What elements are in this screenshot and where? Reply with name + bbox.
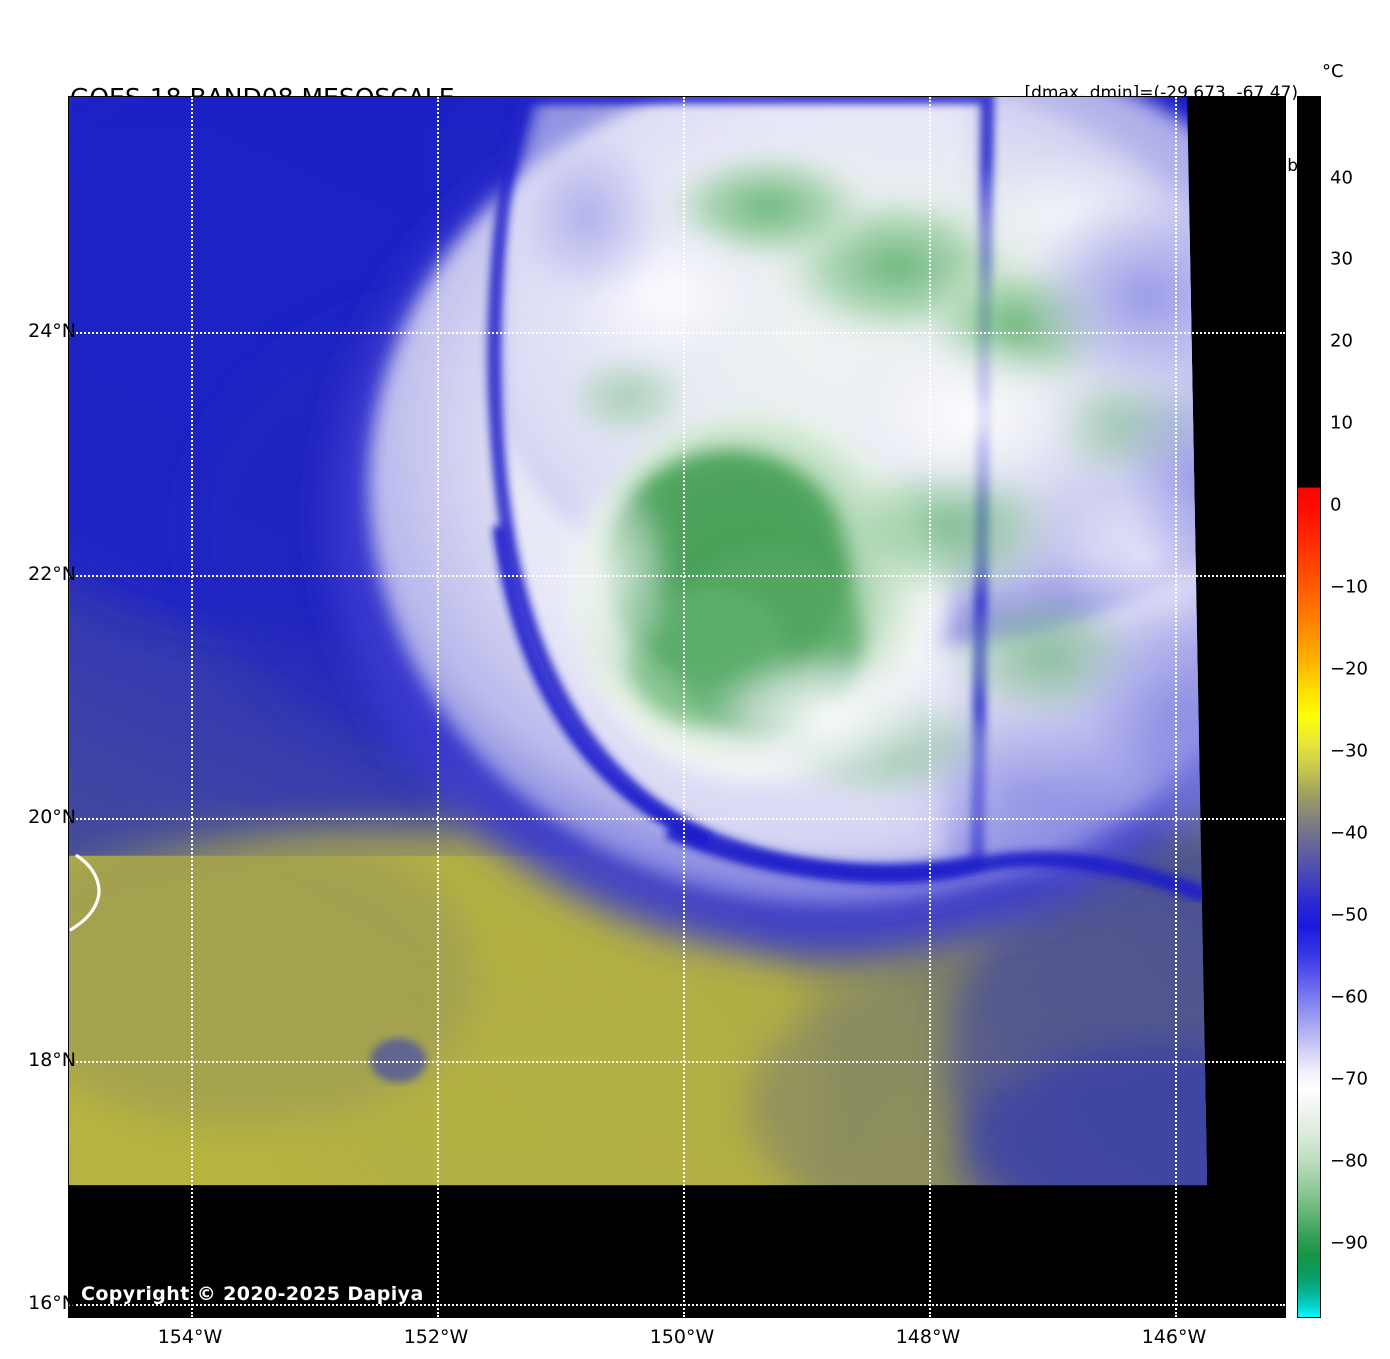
colorbar-tick-40: 40 — [1330, 167, 1353, 189]
y-axis-tick-22n: 22°N — [28, 563, 76, 585]
colorbar-tick-neg30: −30 — [1330, 740, 1368, 762]
satellite-image-plot[interactable]: Copyright © 2020-2025 Dapiya — [68, 96, 1286, 1318]
colorbar-tick-0: 0 — [1330, 494, 1342, 516]
copyright-notice: Copyright © 2020-2025 Dapiya — [81, 1283, 424, 1305]
colorbar-tick-neg10: −10 — [1330, 576, 1368, 598]
x-axis-tick-148w: 148°W — [895, 1326, 961, 1348]
temperature-colorbar[interactable] — [1297, 96, 1321, 1318]
x-axis-tick-150w: 150°W — [649, 1326, 715, 1348]
colorbar-tick-neg70: −70 — [1330, 1068, 1368, 1090]
colorbar-tick-10: 10 — [1330, 412, 1353, 434]
colorbar-tick-20: 20 — [1330, 330, 1353, 352]
colorbar-tick-neg40: −40 — [1330, 822, 1368, 844]
infrared-brightness-temperature-swath — [69, 97, 1285, 1317]
x-axis-tick-154w: 154°W — [157, 1326, 223, 1348]
colorbar-gradient — [1298, 97, 1320, 1317]
colorbar-tick-neg20: −20 — [1330, 658, 1368, 680]
y-axis-tick-16n: 16°N — [28, 1292, 76, 1314]
y-axis-tick-24n: 24°N — [28, 320, 76, 342]
x-axis-tick-146w: 146°W — [1141, 1326, 1207, 1348]
colorbar-tick-neg80: −80 — [1330, 1150, 1368, 1172]
colorbar-tick-30: 30 — [1330, 248, 1353, 270]
colorbar-tick-neg50: −50 — [1330, 904, 1368, 926]
x-axis-tick-152w: 152°W — [403, 1326, 469, 1348]
colorbar-unit-label: °C — [1322, 61, 1344, 82]
colorbar-tick-neg60: −60 — [1330, 986, 1368, 1008]
y-axis-tick-20n: 20°N — [28, 806, 76, 828]
colorbar-tick-neg90: −90 — [1330, 1232, 1368, 1254]
y-axis-tick-18n: 18°N — [28, 1049, 76, 1071]
